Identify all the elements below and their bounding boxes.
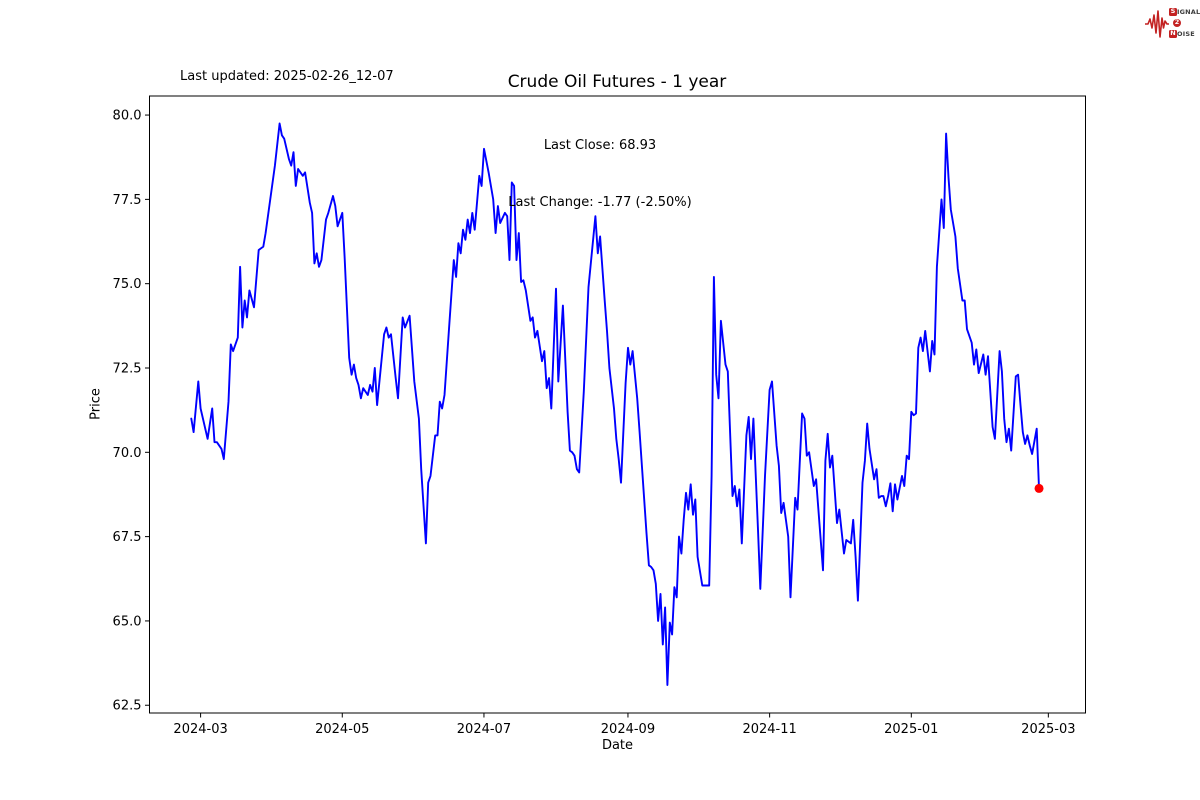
y-tick-label: 72.5 xyxy=(113,361,142,376)
y-tick-label: 70.0 xyxy=(113,446,142,461)
y-axis-label: Price xyxy=(88,388,104,420)
y-tick-label: 77.5 xyxy=(113,193,142,208)
signal2noise-logo: S IGNAL 2 N OISE xyxy=(1145,4,1200,42)
logo-row-two: 2 xyxy=(1169,17,1200,28)
logo-row-noise: N OISE xyxy=(1169,28,1200,39)
last-change-text: Last Change: -1.77 (-2.50%) xyxy=(508,195,692,210)
y-tick-label: 80.0 xyxy=(113,109,142,124)
last-close-text: Last Close: 68.93 xyxy=(543,138,657,153)
logo-noise-rest: OISE xyxy=(1177,29,1195,38)
logo-letter-s: S xyxy=(1169,7,1177,16)
x-tick-label: 2025-01 xyxy=(884,722,938,737)
x-axis-label: Date xyxy=(601,738,634,753)
heartbeat-waveform-icon xyxy=(1145,10,1169,38)
x-tick-label: 2024-03 xyxy=(173,722,227,737)
x-tick-label: 2025-03 xyxy=(1021,722,1075,737)
logo-digit-2: 2 xyxy=(1173,18,1181,27)
chart-title: Crude Oil Futures - 1 year xyxy=(507,72,727,92)
last-updated-text: Last updated: 2025-02-26_12-07 xyxy=(180,69,394,84)
chart-subtitle: Last Close: 68.93 Last Change: -1.77 (-2… xyxy=(0,98,1200,250)
x-tick-label: 2024-11 xyxy=(742,722,796,737)
y-tick-label: 65.0 xyxy=(113,614,142,629)
logo-signal-rest: IGNAL xyxy=(1177,7,1200,16)
axes-frame xyxy=(149,95,1086,714)
y-tick-label: 62.5 xyxy=(113,699,142,714)
y-tick-label: 75.0 xyxy=(113,277,142,292)
price-line xyxy=(190,122,1040,686)
last-point-marker xyxy=(1034,483,1044,493)
x-tick-label: 2024-09 xyxy=(601,722,655,737)
x-tick-label: 2024-07 xyxy=(457,722,511,737)
logo-text: S IGNAL 2 N OISE xyxy=(1169,6,1200,39)
x-tick-label: 2024-05 xyxy=(315,722,369,737)
y-tick-label: 67.5 xyxy=(113,530,142,545)
logo-letter-n: N xyxy=(1169,29,1177,38)
logo-row-signal: S IGNAL xyxy=(1169,6,1200,17)
